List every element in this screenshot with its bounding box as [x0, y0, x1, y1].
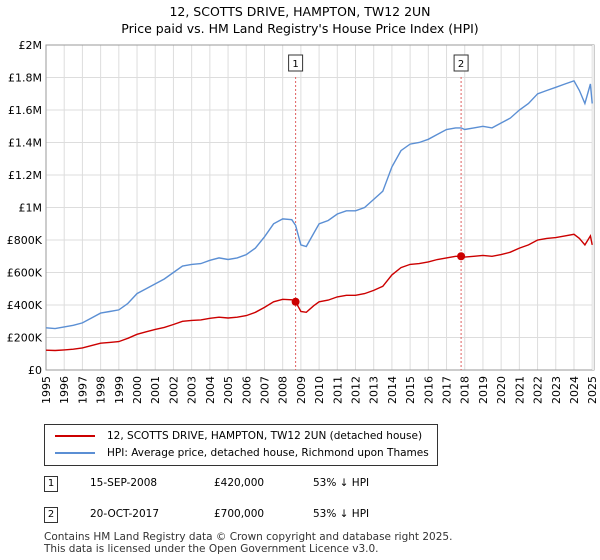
y-tick-label: £1M	[19, 202, 43, 215]
legend-swatch-property	[55, 435, 95, 437]
x-tick-label: 2000	[131, 376, 144, 404]
x-tick-label: 2002	[167, 376, 180, 404]
property-series-line	[45, 233, 593, 352]
x-tick-label: 2020	[495, 376, 508, 404]
sale-marker-label: 2	[458, 59, 464, 70]
y-tick-label: £600K	[7, 267, 43, 280]
x-tick-label: 2021	[513, 376, 526, 404]
sale-point	[457, 252, 466, 261]
x-tick-label: 2008	[277, 376, 290, 404]
x-tick-label: 1999	[113, 376, 126, 404]
x-tick-label: 2016	[422, 376, 435, 404]
x-tick-label: 2009	[295, 376, 308, 404]
y-tick-label: £1.8M	[8, 72, 42, 85]
legend-item-hpi: HPI: Average price, detached house, Rich…	[55, 445, 429, 461]
transaction-price: £700,000	[214, 508, 265, 520]
legend-swatch-hpi	[55, 452, 95, 454]
legend-label-hpi: HPI: Average price, detached house, Rich…	[107, 447, 429, 459]
transaction-badge: 2	[44, 507, 58, 523]
x-tick-label: 2013	[368, 376, 381, 404]
x-tick-label: 2006	[240, 376, 253, 404]
legend-item-property: 12, SCOTTS DRIVE, HAMPTON, TW12 2UN (det…	[55, 428, 422, 444]
transaction-date: 15-SEP-2008	[90, 477, 158, 489]
x-tick-label: 2003	[186, 376, 199, 404]
legend: 12, SCOTTS DRIVE, HAMPTON, TW12 2UN (det…	[44, 424, 438, 466]
y-tick-label: £1.4M	[8, 137, 42, 150]
forecast-region	[592, 45, 594, 370]
x-tick-label: 1996	[58, 376, 71, 404]
chart-title: 12, SCOTTS DRIVE, HAMPTON, TW12 2UN	[169, 4, 431, 19]
y-tick-label: £400K	[7, 299, 43, 312]
transaction-price: £420,000	[214, 477, 265, 489]
x-tick-label: 2007	[258, 376, 271, 404]
sale-marker-box	[288, 54, 304, 72]
chart-subtitle: Price paid vs. HM Land Registry's House …	[121, 21, 479, 36]
x-tick-label: 2011	[331, 376, 344, 404]
y-tick-label: £0	[28, 364, 42, 377]
transaction-badge: 1	[44, 476, 58, 492]
legend-label-property: 12, SCOTTS DRIVE, HAMPTON, TW12 2UN (det…	[107, 430, 423, 442]
x-tick-label: 2005	[222, 376, 235, 404]
sale-marker-label: 1	[292, 59, 298, 70]
x-tick-label: 2025	[586, 376, 599, 404]
x-tick-label: 1998	[95, 376, 108, 404]
y-tick-label: £800K	[7, 234, 43, 247]
y-tick-label: £200K	[7, 332, 43, 345]
x-tick-label: 2019	[477, 376, 490, 404]
x-tick-label: 2022	[532, 376, 545, 404]
transaction-hpi: 53% ↓ HPI	[313, 477, 370, 489]
x-tick-label: 2004	[204, 376, 217, 404]
x-tick-label: 2017	[441, 376, 454, 404]
x-tick-label: 1997	[76, 376, 89, 404]
price-chart: £0 £200K £400K £600K £800K £1M £1.2M £1.4M £1.6M…	[7, 39, 599, 404]
hpi-series-line	[45, 79, 593, 330]
x-tick-label: 2001	[149, 376, 162, 404]
sale-marker-box	[453, 54, 469, 72]
x-tick-label: 2010	[313, 376, 326, 404]
y-tick-label: £1.6M	[8, 104, 42, 117]
x-tick-label: 2023	[550, 376, 563, 404]
x-tick-label: 2012	[350, 376, 363, 404]
sale-point	[291, 297, 300, 306]
y-tick-label: £2M	[19, 39, 43, 52]
transaction-date: 20-OCT-2017	[90, 508, 159, 520]
x-tick-label: 1995	[40, 376, 53, 404]
x-tick-label: 2024	[568, 376, 581, 404]
footer-copyright: Contains HM Land Registry data © Crown c…	[44, 531, 453, 543]
footer-licence: This data is licensed under the Open Gov…	[44, 543, 379, 555]
transaction-hpi: 53% ↓ HPI	[313, 508, 370, 520]
x-tick-label: 2014	[386, 376, 399, 404]
y-tick-label: £1.2M	[8, 169, 42, 182]
x-tick-label: 2015	[404, 376, 417, 404]
x-tick-label: 2018	[459, 376, 472, 404]
